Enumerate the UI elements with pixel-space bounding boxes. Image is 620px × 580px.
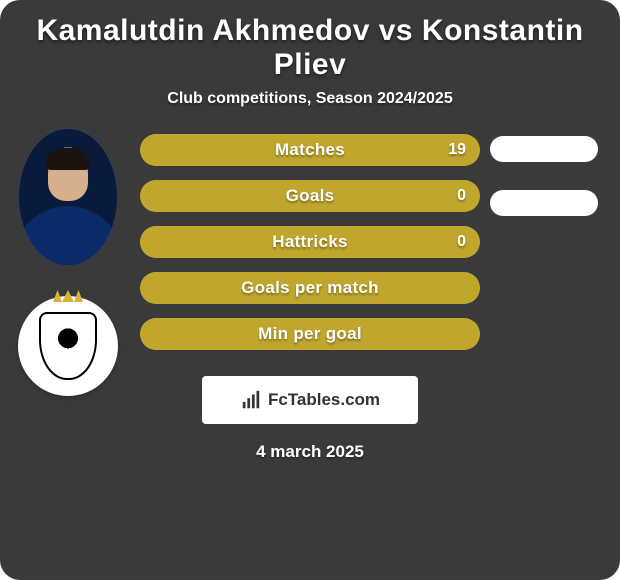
stat-bar-label: Goals (140, 180, 480, 212)
club-badge-crown (53, 290, 83, 302)
player-avatar (18, 128, 118, 266)
bar-list: Matches19Goals0Hattricks0Goals per match… (140, 128, 480, 350)
stat-bar-label: Min per goal (140, 318, 480, 350)
page-subtitle: Club competitions, Season 2024/2025 (0, 86, 620, 128)
stat-bar-label: Hattricks (140, 226, 480, 258)
comparison-card: Kamalutdin Akhmedov vs Konstantin Pliev … (0, 0, 620, 580)
stat-bar-value: 19 (448, 134, 466, 166)
stat-bar-label: Goals per match (140, 272, 480, 304)
stat-bar-label: Matches (140, 134, 480, 166)
date-label: 4 march 2025 (0, 442, 620, 462)
left-column (8, 128, 128, 396)
content-area: Matches19Goals0Hattricks0Goals per match… (0, 128, 620, 350)
avatar-torso (18, 206, 118, 266)
stat-bar: Min per goal (140, 318, 480, 350)
stat-bar-value: 0 (457, 226, 466, 258)
right-pill-column (490, 136, 598, 216)
stat-bar: Goals per match (140, 272, 480, 304)
branding-badge: FcTables.com (202, 376, 418, 424)
bar-chart-icon (240, 389, 262, 411)
branding-text: FcTables.com (268, 390, 380, 410)
stat-bar: Hattricks0 (140, 226, 480, 258)
stat-bar: Matches19 (140, 134, 480, 166)
comparison-pill (490, 190, 598, 216)
club-badge (18, 296, 118, 396)
stat-bar: Goals0 (140, 180, 480, 212)
stat-bar-value: 0 (457, 180, 466, 212)
comparison-pill (490, 136, 598, 162)
club-badge-shield (39, 312, 97, 380)
avatar-hair (46, 148, 90, 170)
page-title: Kamalutdin Akhmedov vs Konstantin Pliev (0, 0, 620, 86)
